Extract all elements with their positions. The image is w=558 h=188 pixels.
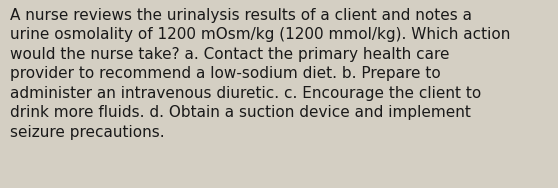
Text: A nurse reviews the urinalysis results of a client and notes a
urine osmolality : A nurse reviews the urinalysis results o…: [10, 8, 511, 140]
